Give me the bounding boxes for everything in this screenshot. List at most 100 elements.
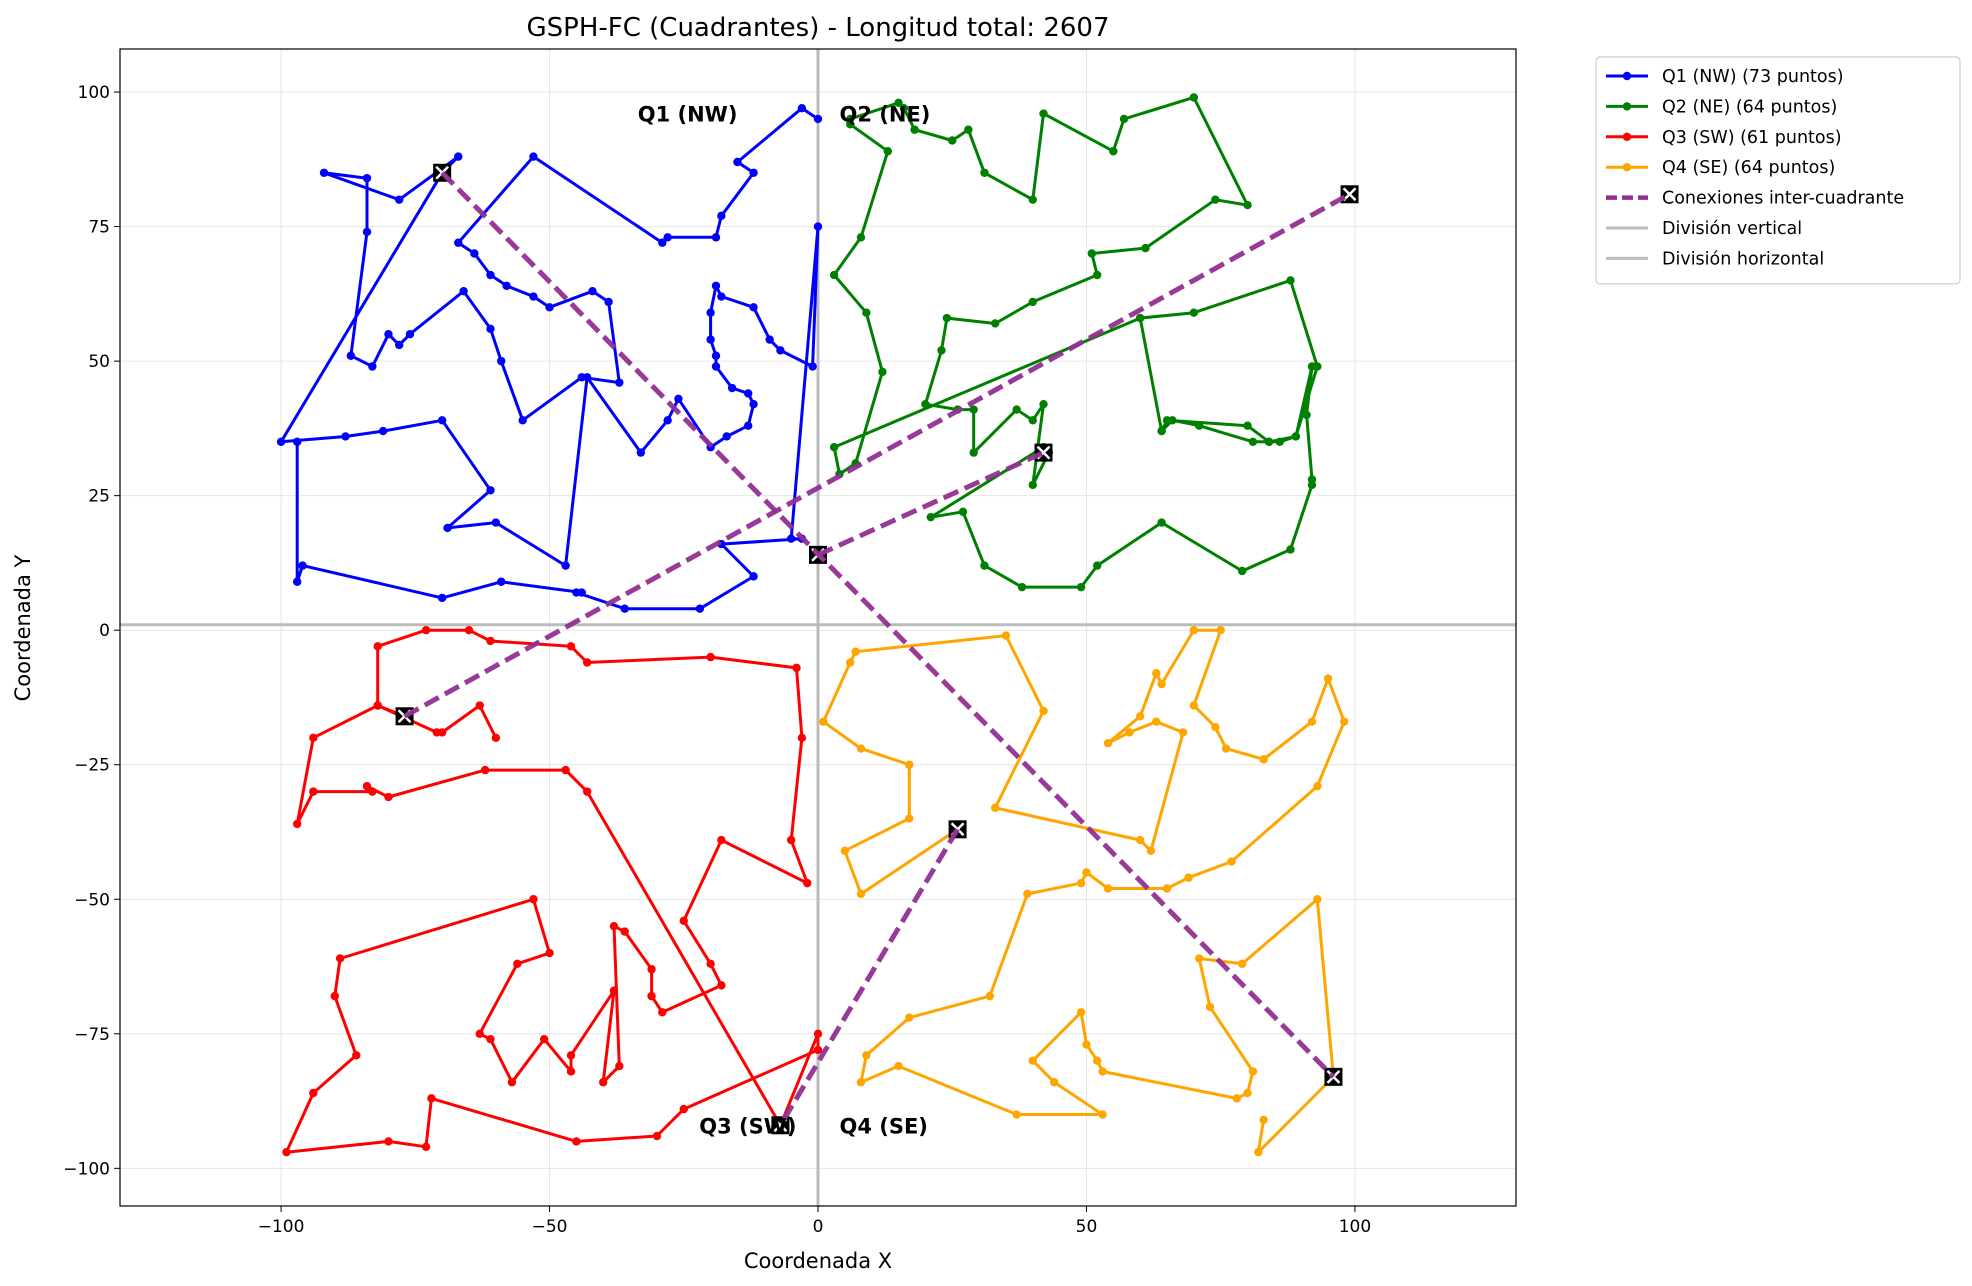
data-point [1189, 701, 1199, 710]
data-point [335, 954, 345, 963]
data-point [507, 1078, 517, 1087]
data-point [437, 728, 447, 737]
legend-swatch-dot [1622, 132, 1632, 141]
data-point [1125, 728, 1134, 737]
data-point [1012, 405, 1021, 414]
data-point [862, 1051, 871, 1060]
axis-ticks: −100 −50 0 50 100 −100 −75 −50 −25 0 25 50 75 100 [63, 83, 1371, 1237]
legend-swatch-dot [1622, 102, 1632, 111]
data-point [1028, 195, 1037, 204]
data-point [969, 448, 978, 457]
data-point [878, 367, 887, 377]
legend-label: División horizontal [1662, 249, 1824, 269]
data-point [502, 281, 511, 290]
data-point [717, 211, 726, 221]
data-point [486, 486, 495, 495]
y-tick-label: −25 [74, 756, 110, 776]
data-point [829, 443, 839, 452]
data-point [797, 103, 807, 113]
data-point [1023, 889, 1032, 899]
data-point [905, 1013, 914, 1022]
data-point [1189, 93, 1199, 102]
data-point [1243, 1088, 1252, 1098]
data-point [1313, 895, 1322, 904]
data-point [1157, 518, 1166, 527]
data-point [695, 604, 705, 613]
legend-swatch-dot [1622, 71, 1632, 81]
legend-item: Q1 (NW) (73 puntos) [1606, 67, 1844, 87]
legend: Q1 (NW) (73 puntos) Q2 (NE) (64 puntos) Q3… [1595, 56, 1961, 285]
data-point [1028, 480, 1037, 490]
data-point [717, 981, 726, 990]
data-point [1211, 722, 1220, 732]
legend-label: Q4 (SE) (64 puntos) [1662, 158, 1835, 178]
series-layer [276, 93, 1359, 1157]
data-point [1152, 669, 1161, 678]
data-point [894, 1061, 903, 1071]
data-point [1323, 674, 1333, 683]
data-point [985, 991, 995, 1001]
data-point [1076, 1008, 1086, 1017]
data-point [529, 895, 538, 904]
data-point [717, 835, 726, 845]
data-point [679, 916, 688, 925]
data-point [620, 604, 629, 613]
data-point [395, 195, 404, 204]
data-point [899, 103, 909, 113]
data-point [647, 991, 656, 1001]
y-tick-label: −75 [74, 1025, 110, 1045]
data-point [298, 561, 307, 570]
data-point [636, 448, 646, 457]
data-point [937, 346, 946, 355]
data-point [373, 701, 382, 710]
data-point [803, 878, 812, 888]
data-point [464, 625, 474, 635]
data-point [1098, 1110, 1107, 1119]
data-point [459, 286, 468, 296]
data-point [1291, 432, 1301, 441]
data-point [1141, 243, 1150, 253]
data-point [856, 744, 866, 753]
legend-item: División vertical [1606, 219, 1802, 239]
data-point [1259, 1115, 1268, 1125]
data-point [1162, 884, 1172, 893]
data-point [454, 152, 463, 161]
data-point [1039, 399, 1048, 409]
data-point [1243, 421, 1252, 430]
series-2 [829, 93, 1322, 592]
data-point [910, 125, 919, 134]
data-point [1135, 712, 1145, 721]
legend-label: Q2 (NE) (64 puntos) [1662, 97, 1837, 117]
series-line [284, 628, 820, 1154]
legend-box [1595, 56, 1961, 285]
data-point [582, 787, 592, 796]
data-point [491, 518, 501, 527]
data-point [663, 416, 672, 425]
data-point [990, 319, 1000, 328]
legend-label: Conexiones inter-cuadrante [1662, 189, 1904, 209]
data-point [491, 733, 501, 743]
data-point [851, 647, 860, 656]
data-point [604, 297, 613, 307]
data-point [883, 147, 892, 156]
data-point [1087, 249, 1097, 258]
data-point [711, 362, 721, 371]
data-point [652, 1131, 662, 1141]
data-point [813, 114, 823, 124]
y-tick-label: 75 [88, 218, 110, 238]
data-point [1028, 297, 1037, 307]
data-point [744, 421, 753, 430]
data-point [582, 658, 592, 667]
data-point [582, 373, 592, 382]
series-3 [282, 625, 823, 1157]
series-1 [276, 103, 823, 613]
data-point [352, 1051, 361, 1060]
data-point [529, 292, 538, 301]
data-point [1093, 270, 1102, 280]
data-point [561, 561, 570, 570]
data-point [282, 1147, 291, 1157]
y-tick-label: 100 [78, 83, 110, 103]
legend-label: Q1 (NW) (73 puntos) [1662, 67, 1844, 87]
data-point [813, 1029, 823, 1038]
